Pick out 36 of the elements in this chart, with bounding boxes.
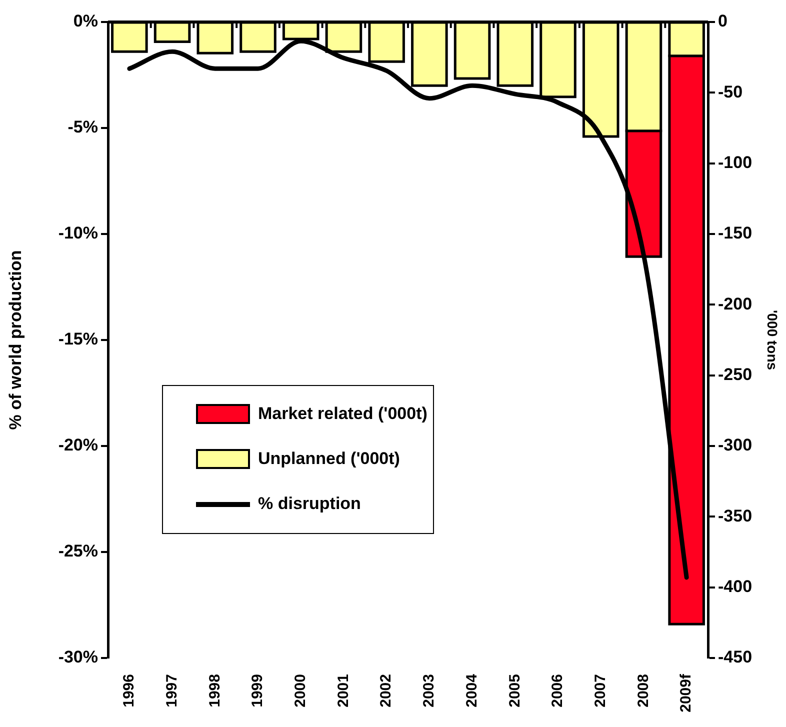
x-tick-label: 2009f [678, 673, 695, 712]
y-tick-label: -10% [58, 224, 98, 243]
y-tick-label: -15% [58, 330, 98, 349]
y-tick-label: -5% [68, 118, 98, 137]
y2-tick-label: -450 [718, 648, 752, 667]
x-tick-label: 1996 [120, 674, 138, 708]
x-tick-label: 2005 [506, 674, 524, 708]
x-tick-label: 2002 [378, 674, 395, 708]
y-tick-label: -25% [58, 542, 98, 561]
y2-tick-label: -50 [718, 82, 743, 102]
x-tick-label: 2001 [334, 674, 352, 708]
y2-tick-label: -150 [718, 224, 752, 243]
x-tick-label: 2000 [292, 674, 309, 708]
x-tick-label: 2008 [634, 674, 652, 708]
y2-tick-label: -200 [718, 294, 752, 314]
y2-tick-label: -250 [718, 365, 752, 384]
y2-tick-label: -400 [718, 577, 752, 596]
x-tick-label: 2004 [463, 673, 480, 708]
x-tick-label: 2007 [592, 674, 609, 708]
y-tick-label: 0% [73, 12, 98, 31]
y-axis-title: % of world production [6, 250, 25, 430]
y-tick-label: -20% [58, 436, 98, 455]
x-tick-label: 2006 [549, 674, 566, 708]
x-tick-label: 2003 [420, 674, 438, 708]
legend-label: Market related ('000t) [258, 404, 428, 424]
y2-tick-label: -100 [718, 153, 752, 172]
y2-tick-label: 0 [718, 12, 728, 31]
legend-label: % disruption [258, 494, 361, 514]
y2-tick-label: -300 [718, 436, 752, 455]
y-tick-label: -30% [58, 648, 98, 667]
x-tick-label: 1997 [163, 674, 180, 708]
y2-tick-label: -350 [718, 506, 752, 526]
x-tick-label: 1999 [249, 674, 266, 708]
y2-axis-title: '000 tons [764, 310, 781, 370]
legend-label: Unplanned ('000t) [258, 449, 400, 470]
x-tick-label: 1998 [206, 674, 224, 708]
